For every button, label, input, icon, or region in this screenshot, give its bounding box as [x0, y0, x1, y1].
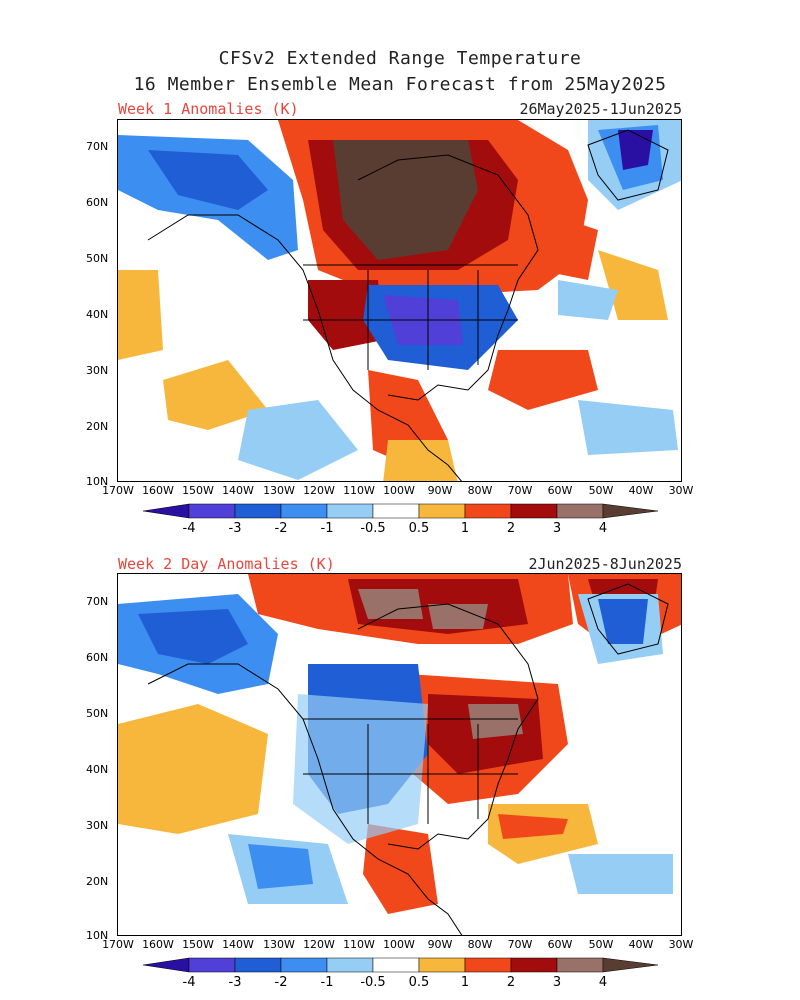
- p1-lon-170w: 170W: [102, 484, 134, 497]
- cbar2-tick--2: -2: [274, 975, 288, 990]
- p1-lat-50n: 50N: [86, 252, 109, 265]
- cbar2-seg-1: [188, 957, 236, 973]
- panel-2-label: Week 2 Day Anomalies (K): [118, 555, 335, 573]
- p1-lon-110w: 110W: [343, 484, 375, 497]
- panel-2-dates: 2Jun2025-8Jun2025: [528, 555, 682, 573]
- p2-lon-80w: 80W: [467, 938, 493, 951]
- cbar1-tick-3: 3: [552, 521, 562, 536]
- p2-lon-40w: 40W: [628, 938, 654, 951]
- p1-lat-40n: 40N: [86, 308, 109, 321]
- cbar1-seg-9: [556, 503, 604, 519]
- p1-lon-140w: 140W: [222, 484, 254, 497]
- cbar1-seg-0: [143, 503, 190, 519]
- p1-lat-30n: 30N: [86, 364, 109, 377]
- panel-1-label: Week 1 Anomalies (K): [118, 100, 299, 118]
- cbar2-tick--1: -1: [320, 975, 334, 990]
- p2-lon-140w: 140W: [222, 938, 254, 951]
- cbar1-tick--2: -2: [274, 521, 288, 536]
- cbar2-tick-1: 1: [460, 975, 470, 990]
- cbar1-seg-3: [280, 503, 328, 519]
- week2-anomaly-map: [117, 573, 682, 936]
- cbar2-tick-0.5: 0.5: [408, 975, 430, 990]
- p2-lat-30n: 30N: [86, 819, 109, 832]
- p1-lat-60n: 60N: [86, 196, 109, 209]
- p2-lon-150w: 150W: [182, 938, 214, 951]
- cbar1-seg-2: [234, 503, 282, 519]
- cbar1-seg-8: [510, 503, 558, 519]
- colorbar-1: [143, 503, 658, 519]
- p2-lon-130w: 130W: [263, 938, 295, 951]
- p2-lon-160w: 160W: [142, 938, 174, 951]
- p2-lon-90w: 90W: [427, 938, 453, 951]
- p2-lon-100w: 100W: [383, 938, 415, 951]
- p1-lon-130w: 130W: [263, 484, 295, 497]
- cbar1-seg-6: [418, 503, 466, 519]
- p1-lat-10n: 10N: [86, 475, 109, 488]
- cbar2-tick-4: 4: [598, 975, 608, 990]
- week1-anomaly-map: [117, 119, 682, 482]
- cbar1-tick-4: 4: [598, 521, 608, 536]
- cbar1-tick--0.5: -0.5: [360, 521, 386, 536]
- cbar2-seg-0: [143, 957, 190, 973]
- cbar2-seg-6: [418, 957, 466, 973]
- p2-lat-70n: 70N: [86, 595, 109, 608]
- cbar2-seg-10: [602, 957, 658, 973]
- p2-lon-50w: 50W: [588, 938, 614, 951]
- p2-lon-30w: 30W: [668, 938, 694, 951]
- cbar1-seg-4: [326, 503, 374, 519]
- p1-lat-20n: 20N: [86, 420, 109, 433]
- p2-lon-120w: 120W: [303, 938, 335, 951]
- p1-lon-90w: 90W: [427, 484, 453, 497]
- cbar1-tick--3: -3: [228, 521, 242, 536]
- week2-map-svg: [118, 574, 681, 935]
- title-line-2: 16 Member Ensemble Mean Forecast from 25…: [133, 74, 667, 95]
- p1-lon-30w: 30W: [668, 484, 694, 497]
- p1-lon-80w: 80W: [467, 484, 493, 497]
- cbar1-tick--1: -1: [320, 521, 334, 536]
- p1-lon-70w: 70W: [507, 484, 533, 497]
- title-line-1: CFSv2 Extended Range Temperature: [218, 48, 582, 69]
- cbar2-seg-8: [510, 957, 558, 973]
- p2-lon-70w: 70W: [507, 938, 533, 951]
- cbar1-tick-2: 2: [506, 521, 516, 536]
- p2-lat-50n: 50N: [86, 707, 109, 720]
- cbar2-seg-2: [234, 957, 282, 973]
- p2-lat-60n: 60N: [86, 651, 109, 664]
- cbar2-seg-9: [556, 957, 604, 973]
- p1-lon-100w: 100W: [383, 484, 415, 497]
- panel-1-dates: 26May2025-1Jun2025: [519, 100, 682, 118]
- p2-lat-10n: 10N: [86, 929, 109, 942]
- cbar1-seg-1: [188, 503, 236, 519]
- cbar2-seg-5: [372, 957, 420, 973]
- p1-lat-70n: 70N: [86, 140, 109, 153]
- cbar2-seg-3: [280, 957, 328, 973]
- p1-lon-50w: 50W: [588, 484, 614, 497]
- cbar1-tick-0.5: 0.5: [408, 521, 430, 536]
- p2-lon-110w: 110W: [343, 938, 375, 951]
- week1-map-svg: [118, 120, 681, 481]
- cbar2-tick--3: -3: [228, 975, 242, 990]
- cbar2-seg-4: [326, 957, 374, 973]
- cbar1-seg-7: [464, 503, 512, 519]
- p1-lon-60w: 60W: [547, 484, 573, 497]
- p1-lon-150w: 150W: [182, 484, 214, 497]
- cbar2-seg-7: [464, 957, 512, 973]
- cbar2-tick--4: -4: [182, 975, 196, 990]
- p2-lon-60w: 60W: [547, 938, 573, 951]
- cbar1-seg-10: [602, 503, 658, 519]
- p1-lon-160w: 160W: [142, 484, 174, 497]
- cbar1-tick-1: 1: [460, 521, 470, 536]
- p1-lon-40w: 40W: [628, 484, 654, 497]
- colorbar-2: [143, 957, 658, 973]
- p2-lon-170w: 170W: [102, 938, 134, 951]
- p2-lat-20n: 20N: [86, 875, 109, 888]
- p1-lon-120w: 120W: [303, 484, 335, 497]
- p2-lat-40n: 40N: [86, 763, 109, 776]
- cbar1-tick--4: -4: [182, 521, 196, 536]
- cbar1-seg-5: [372, 503, 420, 519]
- cbar2-tick--0.5: -0.5: [360, 975, 386, 990]
- cbar2-tick-3: 3: [552, 975, 562, 990]
- cbar2-tick-2: 2: [506, 975, 516, 990]
